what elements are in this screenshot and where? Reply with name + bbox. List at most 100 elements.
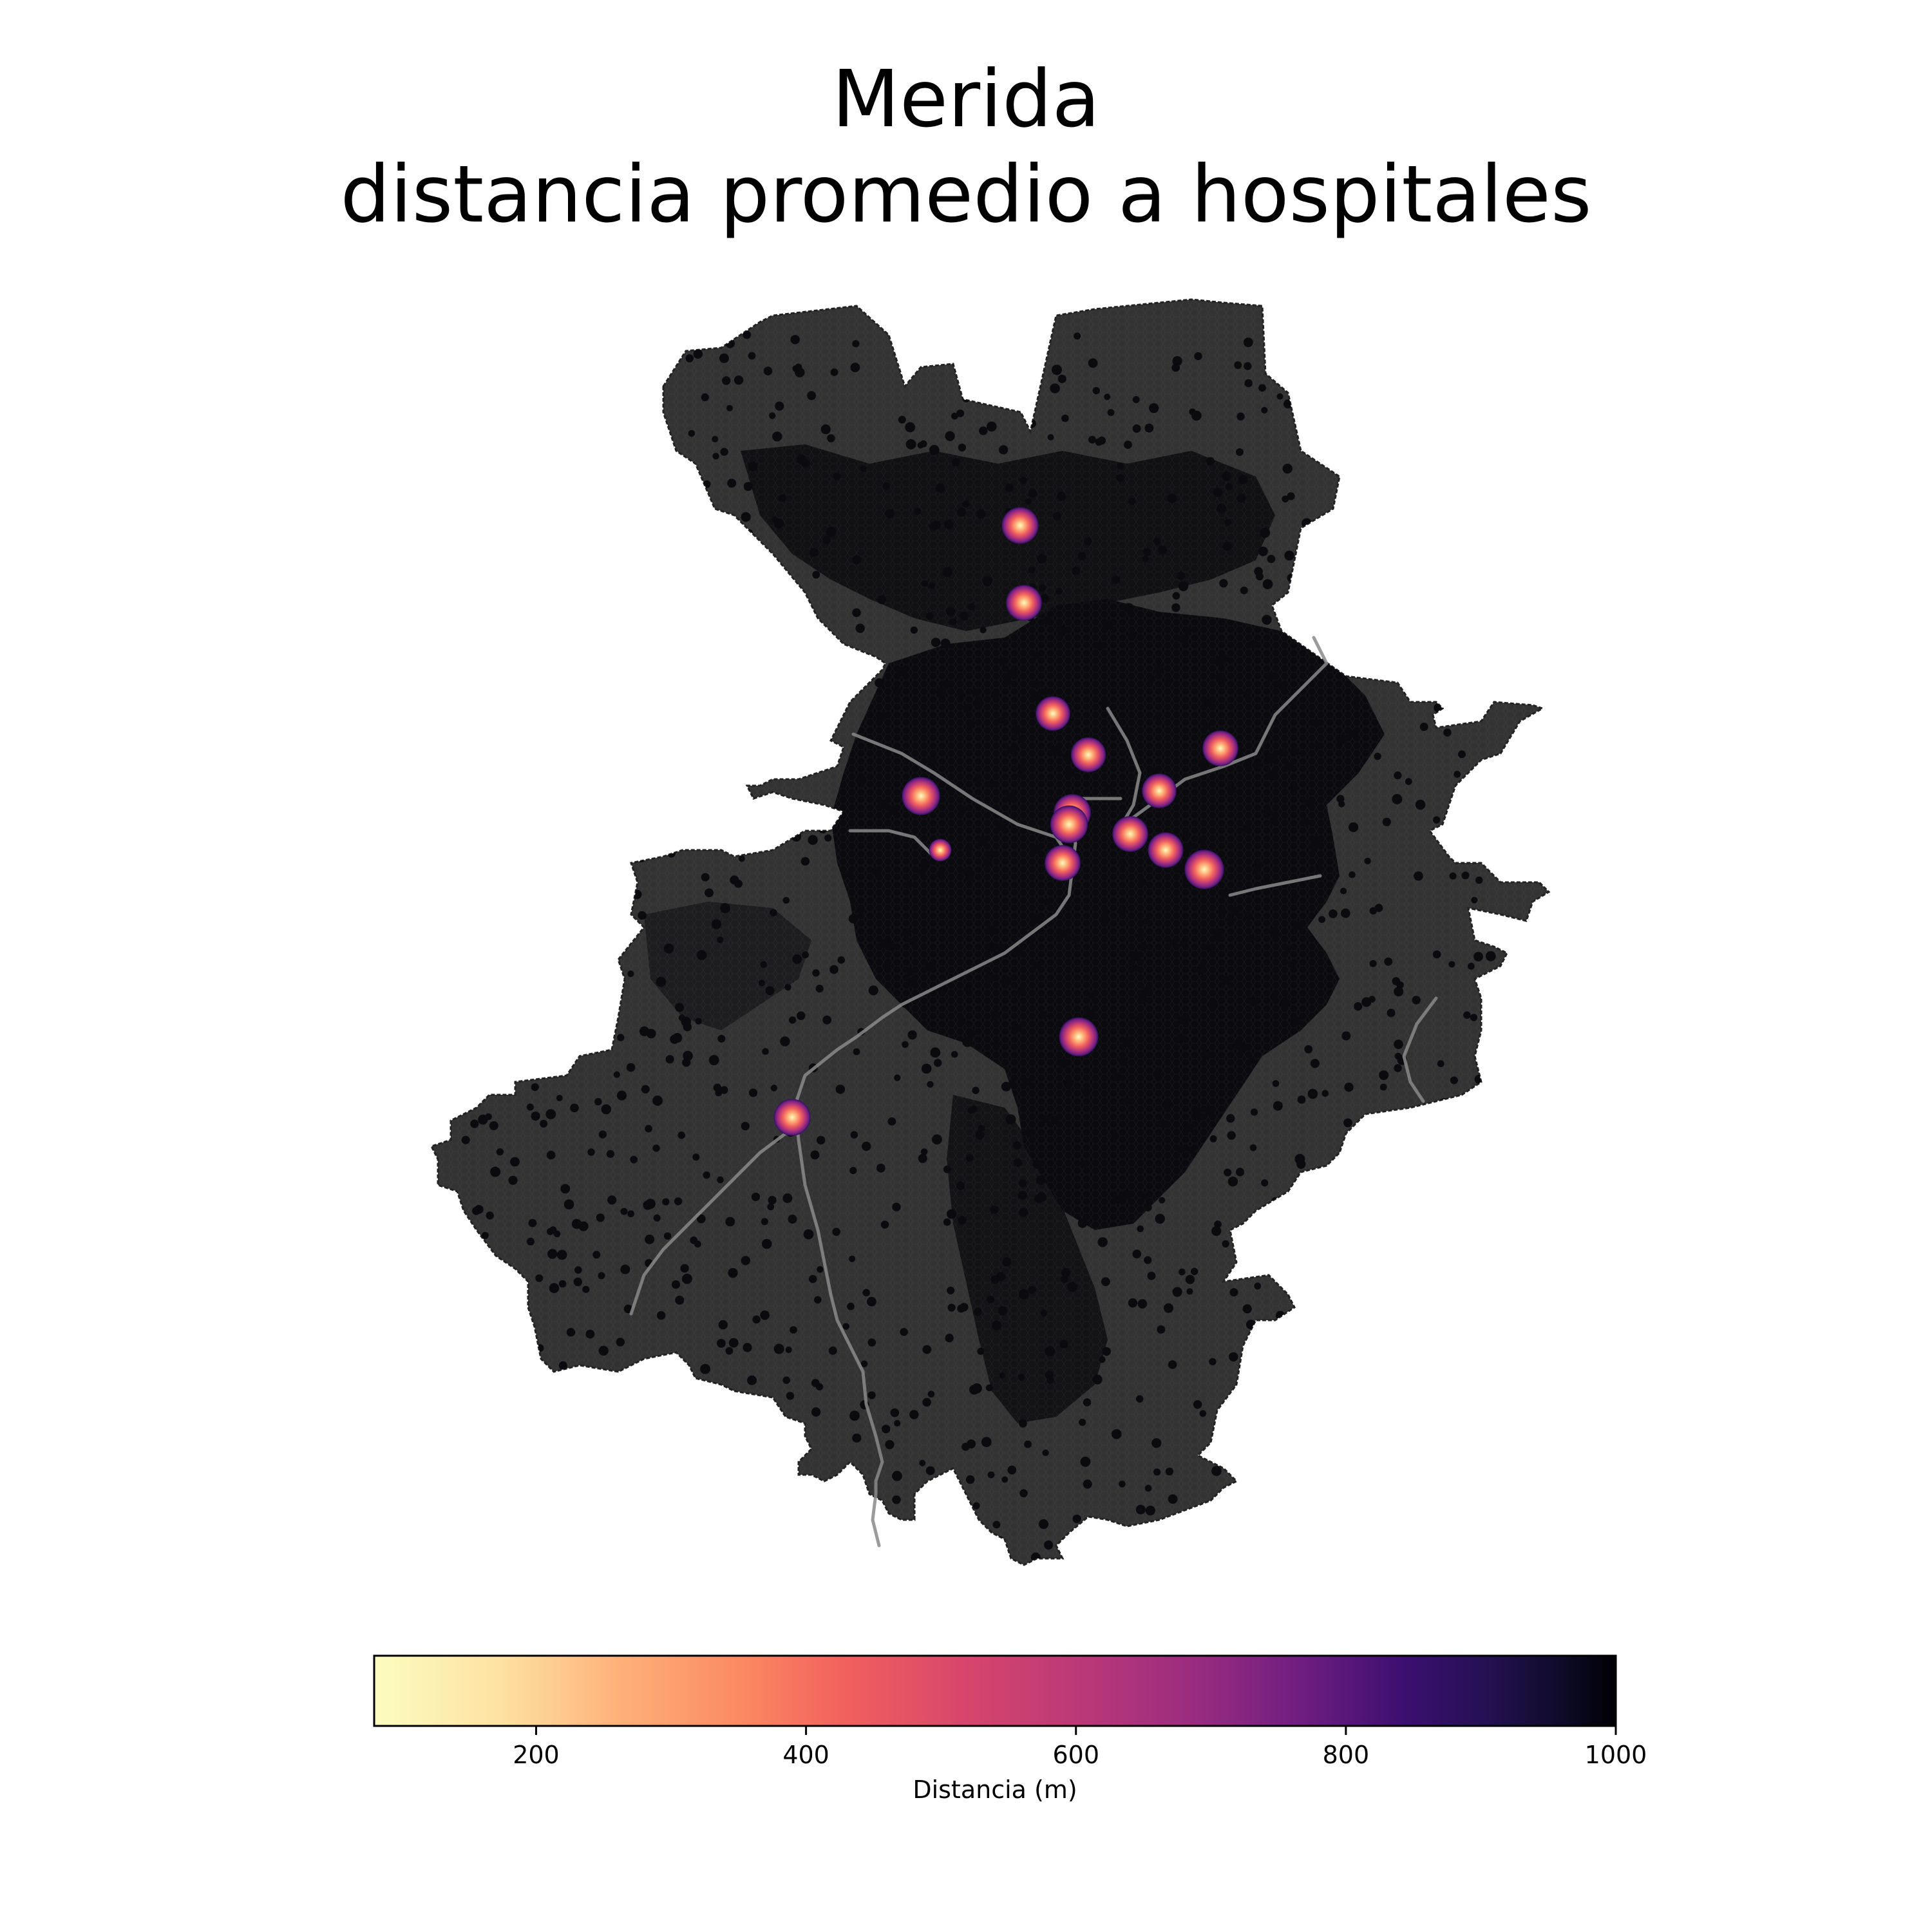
road-south <box>793 1106 884 1548</box>
dense-block <box>853 1048 860 1056</box>
dense-block <box>1132 964 1139 972</box>
dense-block <box>1077 1218 1088 1228</box>
dense-block <box>1043 617 1051 625</box>
dense-block <box>1171 603 1180 612</box>
dense-block <box>972 1502 980 1510</box>
dense-block <box>847 1302 855 1311</box>
dense-block <box>827 434 835 442</box>
dense-block <box>1023 1077 1031 1086</box>
dense-block <box>545 1109 556 1119</box>
dense-block <box>1304 1045 1313 1054</box>
dense-block <box>949 618 957 626</box>
dense-block <box>882 1425 891 1434</box>
dense-block <box>985 972 995 983</box>
dense-block <box>1301 818 1310 828</box>
dense-block <box>927 1081 934 1088</box>
dense-block <box>1349 871 1356 878</box>
dense-block <box>1341 1031 1351 1041</box>
dense-block <box>1018 1374 1025 1381</box>
dense-block <box>1104 784 1113 793</box>
dense-block <box>988 850 996 858</box>
dense-block <box>936 870 945 878</box>
dense-block <box>1059 1340 1068 1349</box>
dense-block <box>596 1213 605 1222</box>
dense-block <box>1338 800 1345 808</box>
dense-block <box>1282 495 1289 503</box>
dense-block <box>1198 759 1208 768</box>
dense-block <box>894 1419 901 1427</box>
dense-block <box>1135 1504 1146 1515</box>
dense-block <box>1182 833 1190 841</box>
dense-block <box>867 1296 876 1307</box>
dense-block <box>761 1218 768 1226</box>
dense-block <box>962 500 970 508</box>
dense-block <box>920 440 927 448</box>
dense-block <box>958 443 967 452</box>
dense-block <box>951 1050 958 1058</box>
dense-block <box>1193 1107 1202 1117</box>
dense-block <box>1266 672 1276 681</box>
dense-block <box>1088 992 1095 999</box>
dense-block <box>797 1011 806 1020</box>
dense-block <box>832 1227 840 1236</box>
dense-block <box>663 1232 672 1240</box>
dense-block <box>1229 1352 1238 1362</box>
dense-block <box>645 1124 652 1133</box>
dense-block <box>1179 940 1187 947</box>
dense-block <box>1382 817 1391 826</box>
dense-block <box>643 1200 653 1210</box>
dense-block <box>1384 957 1393 966</box>
dense-block <box>1470 1014 1478 1021</box>
colorbar-tick-label: 400 <box>782 1741 829 1769</box>
dense-block <box>1032 680 1041 689</box>
dense-block <box>616 1090 627 1101</box>
dense-block <box>780 1036 790 1046</box>
dense-block <box>1337 734 1347 744</box>
dense-block <box>1001 1081 1011 1092</box>
dense-block <box>592 1251 601 1259</box>
dense-block <box>1261 406 1268 414</box>
dense-block <box>958 1216 967 1225</box>
dense-block <box>1205 944 1213 952</box>
dense-block <box>1247 934 1255 942</box>
dense-block <box>775 401 784 411</box>
dense-block <box>951 412 958 420</box>
dense-block <box>1244 911 1253 920</box>
dense-block <box>964 985 971 993</box>
dense-block <box>1184 842 1193 852</box>
dense-block <box>751 1192 761 1202</box>
hospital-10-catchment <box>1112 816 1148 852</box>
dense-block <box>800 857 810 866</box>
dense-block <box>674 1197 683 1206</box>
dense-block <box>848 914 858 923</box>
dense-block <box>1222 471 1231 481</box>
dense-block <box>1019 1419 1027 1428</box>
dense-block <box>1040 594 1050 603</box>
dense-block <box>1074 332 1081 340</box>
dense-block <box>613 1071 620 1078</box>
dense-block <box>927 756 938 766</box>
dense-block <box>867 1391 876 1399</box>
dense-block <box>957 507 967 517</box>
dense-block <box>769 412 776 419</box>
dense-block <box>967 1107 974 1114</box>
dense-block <box>1147 1271 1156 1280</box>
dense-block <box>1414 871 1423 881</box>
dense-block <box>1250 1108 1258 1116</box>
dense-block <box>1208 999 1218 1010</box>
dense-block <box>1258 546 1268 556</box>
dense-block <box>1392 793 1403 804</box>
dense-block <box>734 375 744 385</box>
dense-block <box>641 1084 650 1094</box>
dense-block <box>972 688 980 696</box>
dense-block <box>1013 947 1023 956</box>
map-title: Merida distancia promedio a hospitales <box>0 52 1932 242</box>
dense-block <box>817 1135 826 1145</box>
dense-block <box>728 1338 739 1348</box>
dense-block <box>837 956 845 964</box>
dense-block <box>876 712 886 723</box>
dense-block <box>1013 1158 1023 1167</box>
dense-block <box>978 836 988 846</box>
dense-block <box>508 1175 518 1185</box>
dense-block <box>1144 1203 1152 1212</box>
